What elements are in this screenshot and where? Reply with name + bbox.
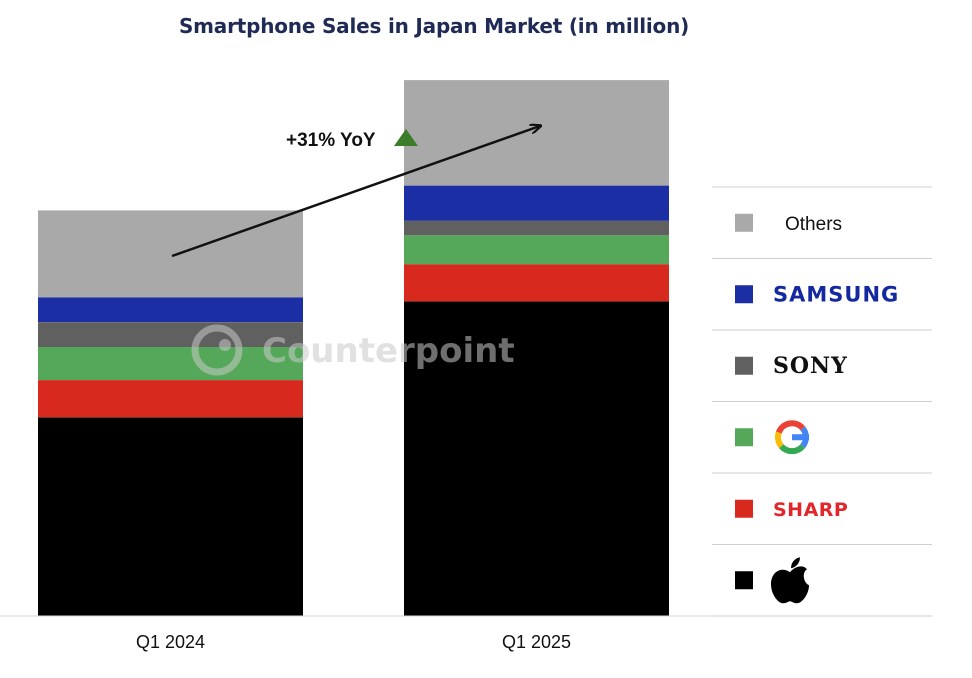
legend-label: SAMSUNG <box>773 282 899 306</box>
triangle-up-icon <box>394 129 418 146</box>
legend-item-google <box>735 420 809 455</box>
legend-swatch <box>735 213 753 232</box>
x-tick-label: Q1 2025 <box>502 632 571 652</box>
bar-segment-others-2 <box>404 80 669 186</box>
x-tick-label: Q1 2024 <box>136 632 205 652</box>
google-g-arc <box>775 431 784 449</box>
bar-segment-samsung-1 <box>38 297 303 323</box>
legend-swatch <box>735 571 753 590</box>
counterpoint-watermark: Counterpoint <box>191 324 515 376</box>
legend-swatch <box>735 356 753 375</box>
bar-segment-sharp-1 <box>38 380 303 418</box>
bar-segment-sony-1 <box>38 322 303 347</box>
legend-swatch <box>735 285 753 304</box>
x-axis-ticks: Q1 2024 Q1 2025 <box>136 632 571 652</box>
google-g-logo-icon <box>775 420 809 455</box>
bar-segment-sony-2 <box>404 220 669 236</box>
legend-label: Others <box>785 214 842 235</box>
bar-segment-sharp-2 <box>404 264 669 302</box>
chart-title: Smartphone Sales in Japan Market (in mil… <box>178 14 690 38</box>
bar-segment-apple-2 <box>404 301 669 616</box>
yoy-annotation: +31% YoY <box>171 126 540 258</box>
legend-swatch <box>735 428 753 447</box>
bar-segment-google-2 <box>404 235 669 265</box>
legend-item-apple <box>735 557 809 604</box>
bar-stacks <box>38 80 669 616</box>
legend: Others SAMSUNG SONY SHARP <box>712 186 932 617</box>
yoy-label: +31% YoY <box>286 130 376 151</box>
bar-segment-google-1 <box>38 347 303 381</box>
legend-item-sony: SONY <box>735 353 848 379</box>
google-g-bar <box>792 434 809 441</box>
legend-label: SONY <box>773 353 848 379</box>
google-g-arc <box>779 444 805 455</box>
legend-swatch <box>735 499 753 518</box>
legend-item-sharp: SHARP <box>735 499 848 521</box>
apple-leaf <box>791 557 800 569</box>
bar-segment-apple-1 <box>38 417 303 616</box>
legend-item-others: Others <box>735 213 842 235</box>
watermark-text: Counterpoint <box>262 331 515 371</box>
legend-item-samsung: SAMSUNG <box>735 282 899 306</box>
bar-segment-samsung-2 <box>404 185 669 221</box>
legend-label: SHARP <box>773 499 848 521</box>
apple-body <box>771 566 809 604</box>
apple-logo-icon <box>771 557 809 604</box>
growth-arrow <box>171 126 540 258</box>
google-g-arc <box>775 420 805 434</box>
